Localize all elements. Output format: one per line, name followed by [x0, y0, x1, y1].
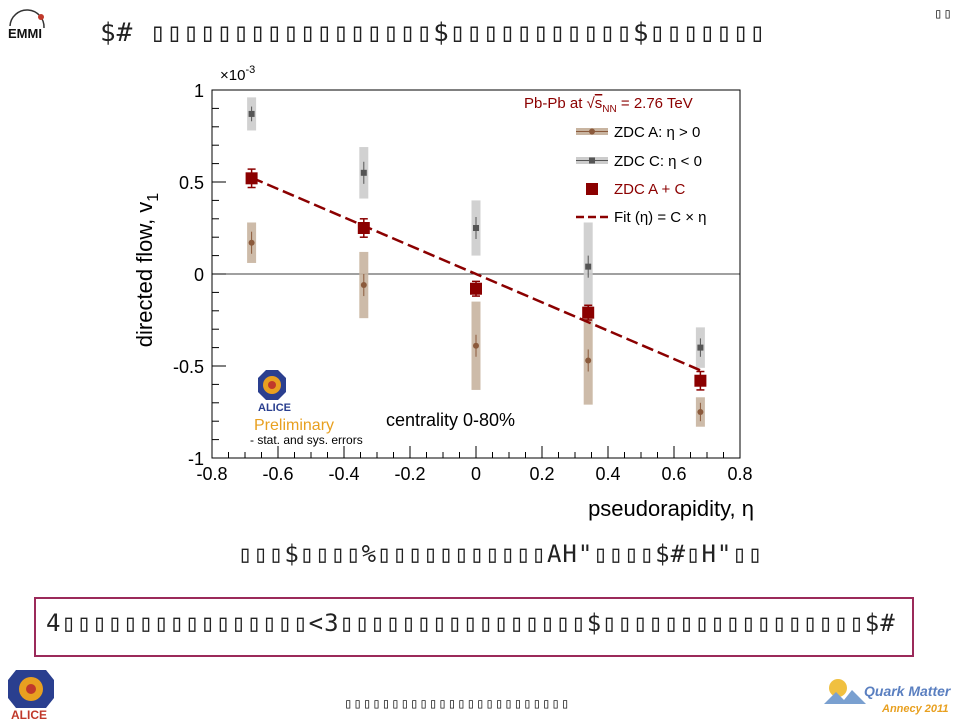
y-axis-label: directed flow, v1 — [132, 193, 162, 348]
emmi-logo: EMMI — [8, 9, 45, 41]
slide-title: $# ▯▯▯▯▯▯▯▯▯▯▯▯▯▯▯▯▯$▯▯▯▯▯▯▯▯▯▯▯$▯▯▯▯▯▯▯ — [100, 18, 767, 48]
alice-footer-logo: ALICE — [8, 670, 54, 720]
x-tick-label: -0.4 — [328, 464, 359, 484]
alice-octagon-core — [268, 381, 276, 389]
x-axis-label: pseudorapidity, η — [588, 496, 754, 521]
zdc-c-point — [585, 263, 592, 270]
x-tick-label: -0.8 — [196, 464, 227, 484]
zdc-ac-point — [694, 374, 707, 387]
centrality-annotation: centrality 0-80% — [386, 410, 515, 430]
x-tick-label: 0 — [471, 464, 481, 484]
zdc-a-point — [585, 357, 592, 364]
legend-zdc-ac-marker — [586, 183, 598, 195]
quark-matter-logo: Quark Matter Annecy 2011 — [824, 679, 952, 715]
zdc-c-point — [697, 344, 704, 351]
errors-annotation: - stat. and sys. errors — [250, 433, 363, 447]
summary-box — [34, 597, 914, 657]
emmi-logo-dot — [38, 14, 44, 20]
zdc-a-point — [473, 342, 479, 349]
legend-zdc-a-marker — [589, 128, 595, 135]
slide-caption: ▯▯▯$▯▯▯▯%▯▯▯▯▯▯▯▯▯▯▯AH"▯▯▯▯$#▯H"▯▯ — [238, 540, 764, 568]
alice-footer-core — [26, 684, 36, 694]
emmi-logo-arc — [9, 9, 45, 29]
legend-fit-label: Fit (η) = C × η — [614, 209, 707, 226]
qm-mountain-icon — [824, 690, 866, 704]
summary-box-text: 4▯▯▯▯▯▯▯▯▯▯▯▯▯▯▯▯<3▯▯▯▯▯▯▯▯▯▯▯▯▯▯▯▯$▯▯▯▯… — [46, 609, 896, 637]
x-tick-label: 0.4 — [595, 464, 620, 484]
emmi-logo-text: EMMI — [8, 26, 42, 41]
alice-footer-text: ALICE — [11, 708, 47, 720]
legend-header-sub: NN — [602, 104, 616, 115]
x-tick-label: 0.8 — [727, 464, 752, 484]
y-multiplier-label: ×10-3 — [220, 64, 255, 84]
y-tick-label: 0.5 — [179, 173, 204, 193]
legend-header: Pb-Pb at √sNN = 2.76 TeV — [524, 95, 693, 115]
zdc-ac-point — [245, 172, 258, 185]
fit-line — [251, 176, 701, 372]
legend-header-s: s — [595, 95, 603, 112]
y-tick-label: -0.5 — [173, 357, 204, 377]
preliminary-annotation: Preliminary — [254, 417, 334, 434]
footer-text: ▯▯▯▯▯▯▯▯▯▯▯▯▯▯▯▯▯▯▯▯▯▯▯▯ — [344, 696, 571, 712]
zdc-a-point — [360, 282, 367, 289]
qm-title: Quark Matter — [864, 683, 952, 699]
legend-zdc-c-label: ZDC C: η < 0 — [614, 153, 702, 170]
alice-preliminary-logo: ALICE — [258, 370, 291, 414]
legend-zdc-c-marker — [589, 157, 595, 164]
x-tick-label: -0.2 — [394, 464, 425, 484]
x-tick-label: -0.6 — [262, 464, 293, 484]
alice-logo-text: ALICE — [258, 402, 291, 414]
qm-sun-icon — [829, 679, 847, 697]
zdc-ac-point — [470, 282, 482, 295]
zdc-c-point — [360, 169, 367, 176]
legend-header-energy: = 2.76 TeV — [617, 95, 693, 112]
x-tick-label: 0.2 — [529, 464, 554, 484]
corner-glyph: ▯▯ — [934, 6, 953, 22]
legend-zdc-ac-label: ZDC A + C — [614, 181, 685, 198]
y-tick-label: 1 — [194, 81, 204, 101]
legend-header-sqrt: √ — [587, 95, 596, 112]
legend-zdc-a-label: ZDC A: η > 0 — [614, 124, 700, 141]
zdc-ac-point — [582, 306, 595, 319]
zdc-c-point — [248, 110, 255, 117]
y-axis-label-subscript: 1 — [145, 193, 162, 202]
zdc-a-point — [248, 239, 255, 246]
zdc-a-point — [697, 409, 704, 415]
x-tick-label: 0.6 — [661, 464, 686, 484]
qm-subtitle: Annecy 2011 — [881, 703, 948, 715]
zdc-c-point — [473, 225, 479, 231]
zdc-ac-point — [357, 222, 370, 234]
y-tick-label: -1 — [188, 449, 204, 469]
y-tick-label: 0 — [194, 265, 204, 285]
y-multiplier-exponent: -3 — [245, 64, 255, 76]
